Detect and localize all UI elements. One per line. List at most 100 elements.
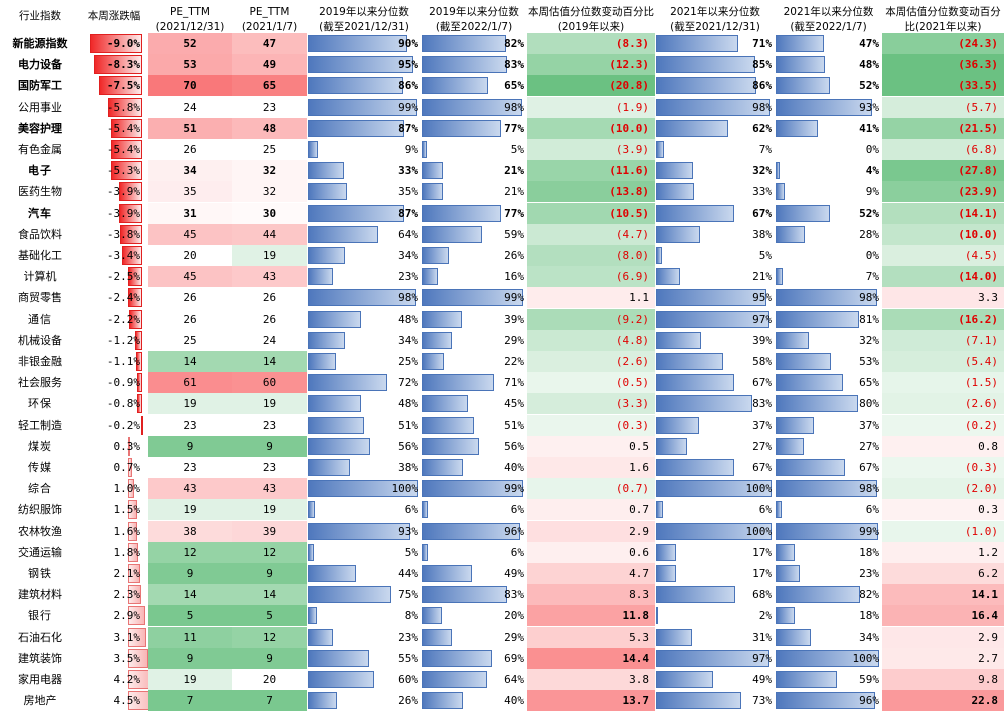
percentile-value: 96% [859,694,879,708]
percentile-change-d19: (2.6) [527,351,655,372]
percentile-p19a: 98% [307,287,421,308]
percentile-bar [422,310,462,328]
percentile-value: 65% [504,79,524,93]
percentile-bar [422,247,449,264]
percentile-value: 41% [859,121,879,135]
percentile-p19a: 6% [307,499,421,520]
weekly-change-bar [119,182,142,202]
percentile-value: 98% [859,482,879,496]
percentile-bar [422,56,507,74]
industry-name: 石油石化 [18,630,62,644]
weekly-change-value: -2.5% [106,270,140,284]
percentile-bar [422,628,452,646]
percentile-value: 6% [865,503,879,517]
percentile-value: 29% [504,630,524,644]
pe-ttm-20220107: 5 [232,605,307,627]
percentile-bar [656,247,662,264]
percentile-bar [308,565,357,582]
column-header-pct2019-0107: 2019年以来分位数 (截至2022/1/7) [429,6,519,33]
percentile-value: 82% [504,37,524,50]
percentile-change-d19: (3.3) [527,393,655,415]
percentile-p21a: 83% [655,393,775,414]
percentile-bar [656,289,767,307]
percentile-p21a: 100% [655,521,775,542]
percentile-value: 37% [752,418,772,432]
percentile-p21b: 52% [775,203,882,224]
percentile-change-d19: (6.9) [527,266,655,288]
weekly-change-value: -0.8% [106,397,140,411]
percentile-change-d19: 11.8 [527,605,655,627]
weekly-change-bar [128,436,130,456]
percentile-value: 98% [504,100,524,114]
percentile-bar [656,268,681,286]
percentile-value: 21% [504,164,524,178]
industry-name: 银行 [28,609,52,623]
percentile-value: 17% [752,545,772,559]
percentile-value: 40% [504,694,524,708]
pe-ttm-20220107: 14 [232,351,307,372]
pe-ttm-20211231: 26 [183,291,197,305]
weekly-change-bar [128,564,141,583]
percentile-p19b: 59% [421,224,527,245]
percentile-p19a: 95% [307,54,421,75]
percentile-bar [308,183,347,201]
percentile-p21b: 32% [775,330,882,351]
percentile-p21b: 80% [775,393,882,414]
percentile-value: 97% [752,651,772,665]
percentile-change-d21: 16.4 [882,605,1004,627]
weekly-change-bar [111,161,142,181]
percentile-p21b: 27% [775,436,882,457]
pe-ttm-20211231: 23 [183,418,197,432]
percentile-value: 56% [398,439,418,453]
percentile-value: 49% [504,567,524,580]
percentile-value: 16% [504,270,524,284]
percentile-p19a: 44% [307,563,421,584]
percentile-bar [656,162,694,180]
percentile-value: 4% [865,164,879,178]
percentile-bar [776,543,795,561]
percentile-change-d21: (1.5) [882,372,1004,394]
industry-name: 电力设备 [18,58,62,72]
percentile-bar [308,204,404,222]
pe-ttm-20220107: 49 [232,54,307,76]
weekly-change-value: -3.9% [106,206,140,220]
percentile-change-d19: (8.3) [527,33,655,54]
weekly-change-cell: -5.4% [80,118,148,139]
percentile-p21a: 21% [655,266,775,287]
pe-ttm-20220107: 20 [262,673,277,686]
industry-name: 农林牧渔 [18,524,62,538]
percentile-bar [656,225,701,243]
percentile-bar [656,98,770,116]
weekly-change-cell: -8.3% [80,54,148,75]
column-header-pct2019-1231: 2019年以来分位数 (截至2021/12/31) [319,6,409,33]
percentile-p19b: 16% [421,266,527,287]
percentile-bar [656,416,699,434]
percentile-value: 73% [752,694,772,708]
percentile-p21a: 37% [655,415,775,436]
pe-ttm-20220107: 9 [232,563,307,584]
percentile-value: 98% [859,291,879,305]
percentile-p19a: 87% [307,118,421,139]
percentile-value: 83% [752,397,772,411]
percentile-value: 33% [752,185,772,199]
percentile-value: 58% [752,355,772,368]
percentile-p19a: 23% [307,627,421,648]
percentile-bar [422,437,480,455]
pe-ttm-20211231: 35 [148,181,232,203]
percentile-bar [308,416,365,434]
percentile-p19a: 90% [307,33,421,54]
percentile-value: 37% [859,418,879,432]
percentile-bar [776,98,872,116]
weekly-change-bar [98,76,142,96]
percentile-bar [308,225,379,243]
industry-name: 新能源指数 [12,37,68,50]
percentile-value: 86% [752,79,772,93]
percentile-change-d19: (20.8) [527,75,655,97]
weekly-change-bar [110,140,142,159]
percentile-value: 28% [859,227,879,241]
weekly-change-bar [140,415,143,435]
percentile-bar [308,98,417,116]
percentile-value: 29% [504,333,524,347]
industry-name: 公用事业 [18,100,62,114]
percentile-bar [422,77,489,95]
